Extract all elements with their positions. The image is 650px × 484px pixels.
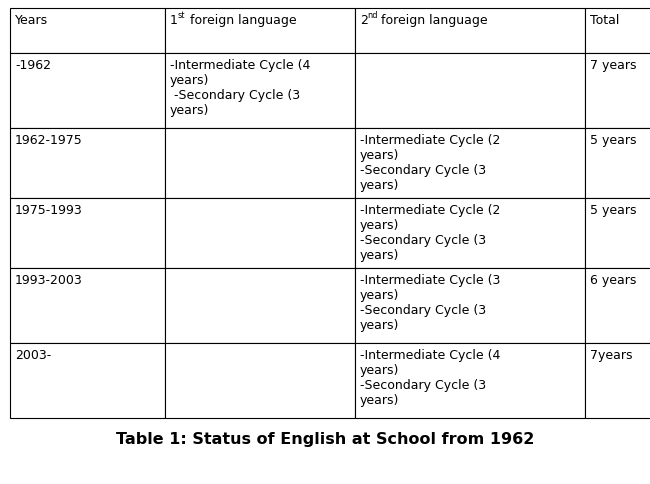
Text: nd: nd <box>367 11 378 20</box>
Text: 1993-2003: 1993-2003 <box>15 274 83 287</box>
Text: 1: 1 <box>170 14 178 27</box>
Bar <box>355 268 585 343</box>
Bar <box>10 128 165 198</box>
Bar <box>165 343 355 418</box>
Text: foreign language: foreign language <box>186 14 296 27</box>
Bar <box>10 198 165 268</box>
Text: -1962: -1962 <box>15 59 51 72</box>
Text: 2: 2 <box>360 14 368 27</box>
Bar <box>355 8 585 53</box>
Bar <box>355 198 585 268</box>
Bar <box>355 53 585 128</box>
Text: -Intermediate Cycle (2
years)
-Secondary Cycle (3
years): -Intermediate Cycle (2 years) -Secondary… <box>360 204 500 262</box>
Text: Table 1: Status of English at School from 1962: Table 1: Status of English at School fro… <box>116 432 534 447</box>
Bar <box>10 8 165 53</box>
Bar <box>355 128 585 198</box>
Text: -Intermediate Cycle (2
years)
-Secondary Cycle (3
years): -Intermediate Cycle (2 years) -Secondary… <box>360 134 500 192</box>
Bar <box>355 343 585 418</box>
Text: st: st <box>177 11 185 20</box>
Text: -Intermediate Cycle (4
years)
 -Secondary Cycle (3
years): -Intermediate Cycle (4 years) -Secondary… <box>170 59 311 117</box>
Text: 5 years: 5 years <box>590 204 636 217</box>
Bar <box>585 343 650 418</box>
Bar <box>165 198 355 268</box>
Text: -Intermediate Cycle (4
years)
-Secondary Cycle (3
years): -Intermediate Cycle (4 years) -Secondary… <box>360 349 500 407</box>
Bar <box>165 268 355 343</box>
Text: Total: Total <box>590 14 619 27</box>
Text: 2003-: 2003- <box>15 349 51 362</box>
Bar <box>165 128 355 198</box>
Bar <box>165 8 355 53</box>
Text: 7years: 7years <box>590 349 632 362</box>
Bar <box>165 53 355 128</box>
Bar <box>585 128 650 198</box>
Text: 1975-1993: 1975-1993 <box>15 204 83 217</box>
Bar <box>10 268 165 343</box>
Text: 5 years: 5 years <box>590 134 636 147</box>
Text: foreign language: foreign language <box>377 14 488 27</box>
Text: 1962-1975: 1962-1975 <box>15 134 83 147</box>
Bar <box>585 268 650 343</box>
Text: 6 years: 6 years <box>590 274 636 287</box>
Bar <box>585 8 650 53</box>
Text: 7 years: 7 years <box>590 59 636 72</box>
Text: -Intermediate Cycle (3
years)
-Secondary Cycle (3
years): -Intermediate Cycle (3 years) -Secondary… <box>360 274 500 332</box>
Bar <box>585 53 650 128</box>
Bar <box>10 53 165 128</box>
Text: Years: Years <box>15 14 48 27</box>
Bar <box>585 198 650 268</box>
Bar <box>10 343 165 418</box>
